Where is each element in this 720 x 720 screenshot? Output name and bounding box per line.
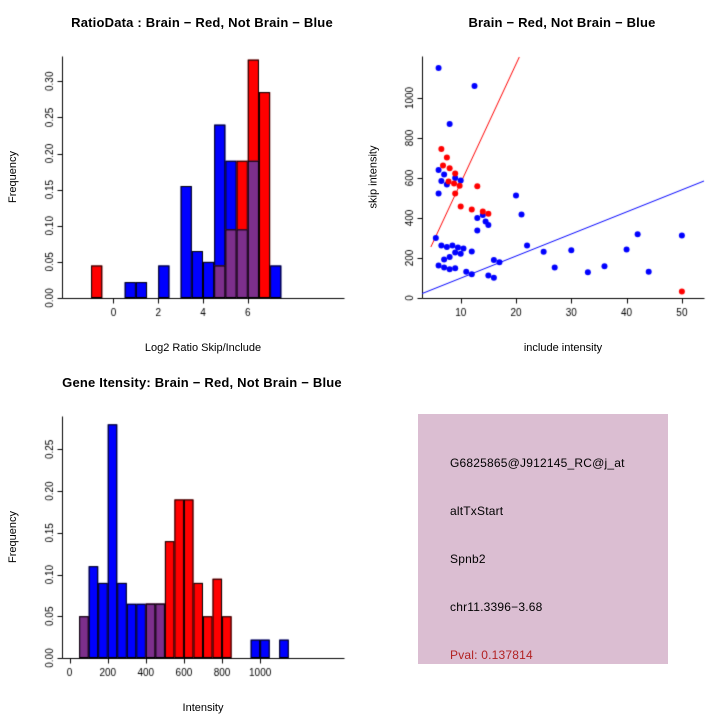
chromosome-location-text: chr11.3396−3.68 [450,600,543,614]
panel-ratio-histogram: RatioData : Brain − Red, Not Brain − Blu… [0,0,360,360]
pvalue-text: Pval: 0.137814 [450,648,533,662]
ratio-histogram-canvas [0,0,360,360]
probe-id-text: G6825865@J912145_RC@j_at [450,456,625,470]
scatter-xlabel: include intensity [523,342,603,354]
gene-intensity-histogram-canvas [0,360,360,720]
panel-info: G6825865@J912145_RC@j_at altTxStart Spnb… [360,360,720,720]
gene-name-text: Spnb2 [450,552,486,566]
info-panel: G6825865@J912145_RC@j_at altTxStart Spnb… [418,414,668,664]
panel-scatter: Brain − Red, Not Brain − Blue skip inten… [360,0,720,360]
ratio-histogram-title: RatioData : Brain − Red, Not Brain − Blu… [71,15,333,30]
event-type-text: altTxStart [450,504,504,518]
ratio-histogram-xlabel: Log2 Ratio Skip/Include [144,342,262,354]
scatter-title: Brain − Red, Not Brain − Blue [468,15,656,30]
gene-intensity-histogram-xlabel: Intensity [182,702,224,714]
scatter-canvas [360,0,720,360]
gene-intensity-histogram-title: Gene Itensity: Brain − Red, Not Brain − … [62,375,342,390]
panel-gene-intensity-histogram: Gene Itensity: Brain − Red, Not Brain − … [0,360,360,720]
